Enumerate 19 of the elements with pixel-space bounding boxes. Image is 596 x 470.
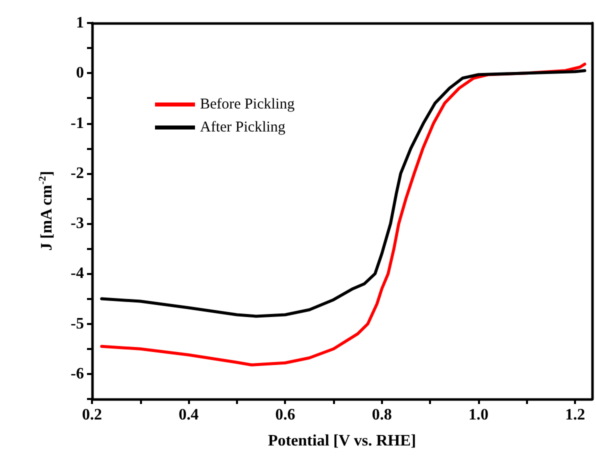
y-tick-label: 0 (76, 64, 84, 82)
x-tick-label: 0.8 (372, 406, 392, 424)
x-tick-label: 0.2 (82, 406, 102, 424)
y-tick-label: -6 (70, 365, 84, 382)
y-tick-label: -2 (70, 164, 84, 182)
x-tick-label: 1.0 (468, 406, 488, 424)
y-tick-label: -5 (70, 315, 84, 332)
y-tick-label: 1 (76, 14, 84, 32)
x-tick-label: 0.6 (275, 406, 296, 424)
y-tick-label: -4 (70, 265, 84, 282)
x-axis-title: Potential [V vs. RHE] (268, 432, 416, 450)
y-tick-label: -1 (70, 114, 84, 132)
y-axis-title: J [mA cm-2] (38, 170, 56, 251)
x-tick-label: 1.2 (565, 406, 586, 424)
legend-label: Before Pickling (200, 96, 296, 112)
y-tick-label: -3 (70, 215, 84, 232)
legend-label: After Pickling (200, 120, 286, 136)
x-tick-label: 0.4 (178, 406, 199, 424)
line-series (100, 69, 586, 318)
